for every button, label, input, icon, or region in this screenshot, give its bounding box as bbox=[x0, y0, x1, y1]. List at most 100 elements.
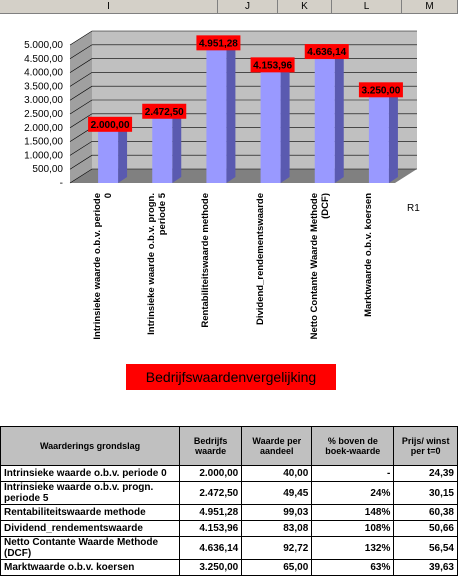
value-label: 4.153,96 bbox=[253, 60, 292, 71]
y-tick-label: 4.500,00 bbox=[24, 54, 63, 65]
table-cell: 50,66 bbox=[393, 520, 458, 537]
legend-label: R1 bbox=[407, 203, 420, 214]
table-cell: 148% bbox=[311, 504, 395, 521]
grid-line bbox=[69, 30, 417, 46]
column-header: L bbox=[332, 0, 402, 13]
bar-side bbox=[388, 87, 398, 183]
bar bbox=[206, 46, 227, 184]
y-tick-label: 2.000,00 bbox=[24, 123, 63, 134]
bar-side bbox=[334, 49, 344, 183]
table-cell: 108% bbox=[311, 520, 395, 537]
data-table: Waarderings grondslag Bedrijfs waarde Waar… bbox=[0, 426, 458, 576]
table-row: Netto Contante Waarde Methode (DCF) 4.636… bbox=[0, 536, 458, 560]
value-label: 4.636,14 bbox=[307, 47, 346, 58]
table-cell: 56,54 bbox=[393, 536, 458, 560]
value-label: 3.250,00 bbox=[361, 85, 400, 96]
bar bbox=[98, 127, 119, 183]
x-tick-label: Rentabiliteitswaarde methode bbox=[200, 193, 212, 328]
table-row: Intrinsieke waarde o.b.v. progn. periode… bbox=[0, 481, 458, 505]
x-tick-label: Intrinsieke waarde o.b.v. progn. periode… bbox=[146, 193, 169, 335]
table-header-cell: Bedrijfs waarde bbox=[179, 426, 243, 466]
table-cell: - bbox=[311, 465, 395, 482]
bar-side bbox=[118, 121, 128, 183]
table-cell: 63% bbox=[311, 559, 395, 576]
value-label-box bbox=[304, 44, 349, 60]
table-cell: Dividend_rendementswaarde bbox=[0, 520, 181, 537]
bar bbox=[152, 114, 173, 183]
column-header: M bbox=[402, 0, 458, 13]
table-cell: 24% bbox=[311, 481, 395, 505]
value-label: 4.951,28 bbox=[199, 38, 238, 49]
table-cell: 2.472,50 bbox=[179, 481, 243, 505]
table-header-cell: Waarderings grondslag bbox=[0, 426, 181, 466]
chart: - 500,00 1.000,00 1.500,00 2.000,00 2.500,00 3… bbox=[24, 30, 420, 214]
grid-line bbox=[69, 72, 417, 87]
table-header-cell: Waarde per aandeel bbox=[241, 426, 313, 466]
table-cell: 40,00 bbox=[241, 465, 313, 482]
table-cell: 4.951,28 bbox=[179, 504, 243, 521]
grid-line bbox=[69, 141, 417, 156]
bar-side bbox=[280, 62, 290, 183]
grid-line bbox=[69, 154, 417, 170]
table-cell: 49,45 bbox=[241, 481, 313, 505]
table-cell: 83,08 bbox=[241, 520, 313, 537]
y-tick-label: 5.000,00 bbox=[24, 40, 63, 51]
value-label-box bbox=[250, 57, 295, 73]
y-tick-label: 1.000,00 bbox=[24, 150, 63, 161]
column-header: I bbox=[0, 0, 218, 13]
bar-side bbox=[172, 108, 182, 183]
bar-side bbox=[226, 40, 236, 184]
table-row: Marktwaarde o.b.v. koersen 3.250,00 65,00 6… bbox=[0, 559, 458, 576]
y-tick-label: 500,00 bbox=[32, 164, 63, 175]
table-cell: Intrinsieke waarde o.b.v. progn. periode… bbox=[0, 481, 181, 505]
x-tick-label: Marktwaarde o.b.v. koersen bbox=[362, 193, 374, 317]
table-cell: 60,38 bbox=[393, 504, 458, 521]
x-tick-label: Netto Contante Waarde Methode (DCF) bbox=[308, 193, 331, 340]
value-label-box bbox=[142, 103, 187, 119]
grid-line bbox=[69, 99, 417, 115]
table-cell: 39,63 bbox=[393, 559, 458, 576]
table-cell: 92,72 bbox=[241, 536, 313, 560]
value-label-box bbox=[88, 116, 133, 132]
value-label: 2.472,50 bbox=[145, 107, 184, 118]
x-tick-label: Intrinsieke waarde o.b.v. periode 0 bbox=[92, 193, 115, 340]
bar bbox=[314, 55, 335, 183]
column-header: K bbox=[278, 0, 332, 13]
table-cell: Marktwaarde o.b.v. koersen bbox=[0, 559, 181, 576]
grid-line bbox=[69, 168, 417, 184]
grid-line bbox=[69, 113, 417, 129]
table-row: Rentabiliteitswaarde methode 4.951,28 99,0… bbox=[0, 504, 458, 521]
y-tick-label: 3.000,00 bbox=[24, 95, 63, 106]
table-cell: 2.000,00 bbox=[179, 465, 243, 482]
table-cell: 132% bbox=[311, 536, 395, 560]
bar bbox=[368, 93, 389, 183]
y-tick-label: 3.500,00 bbox=[24, 81, 63, 92]
value-label: 2.000,00 bbox=[91, 120, 130, 131]
grid-line bbox=[69, 85, 417, 101]
table-cell: 65,00 bbox=[241, 559, 313, 576]
table-row: Dividend_rendementswaarde 4.153,96 83,08 10… bbox=[0, 520, 458, 537]
table-cell: 99,03 bbox=[241, 504, 313, 521]
y-tick-label: 2.500,00 bbox=[24, 109, 63, 120]
table-header-cell: % boven de boek-waarde bbox=[311, 426, 395, 466]
table-cell: Rentabiliteitswaarde methode bbox=[0, 504, 181, 521]
column-header: J bbox=[218, 0, 278, 13]
table-cell: 30,15 bbox=[393, 481, 458, 505]
value-label-box bbox=[196, 35, 241, 51]
y-tick-label: - bbox=[60, 178, 63, 189]
x-tick-label: Dividend_rendementswaarde bbox=[254, 193, 266, 325]
table-cell: Intrinsieke waarde o.b.v. periode 0 bbox=[0, 465, 181, 482]
table-cell: 24,39 bbox=[393, 465, 458, 482]
value-label-box bbox=[358, 82, 403, 98]
table-cell: 3.250,00 bbox=[179, 559, 243, 576]
chart-title: Bedrijfswaardenvergelijking bbox=[126, 364, 336, 390]
y-tick-label: 4.000,00 bbox=[24, 68, 63, 79]
table-row: Intrinsieke waarde o.b.v. periode 0 2.000… bbox=[0, 465, 458, 482]
bar bbox=[260, 68, 281, 183]
y-tick-label: 1.500,00 bbox=[24, 137, 63, 148]
table-cell: Netto Contante Waarde Methode (DCF) bbox=[0, 536, 181, 560]
table-header-cell: Prijs/ winst per t=0 bbox=[393, 426, 458, 466]
table-cell: 4.636,14 bbox=[179, 536, 243, 560]
